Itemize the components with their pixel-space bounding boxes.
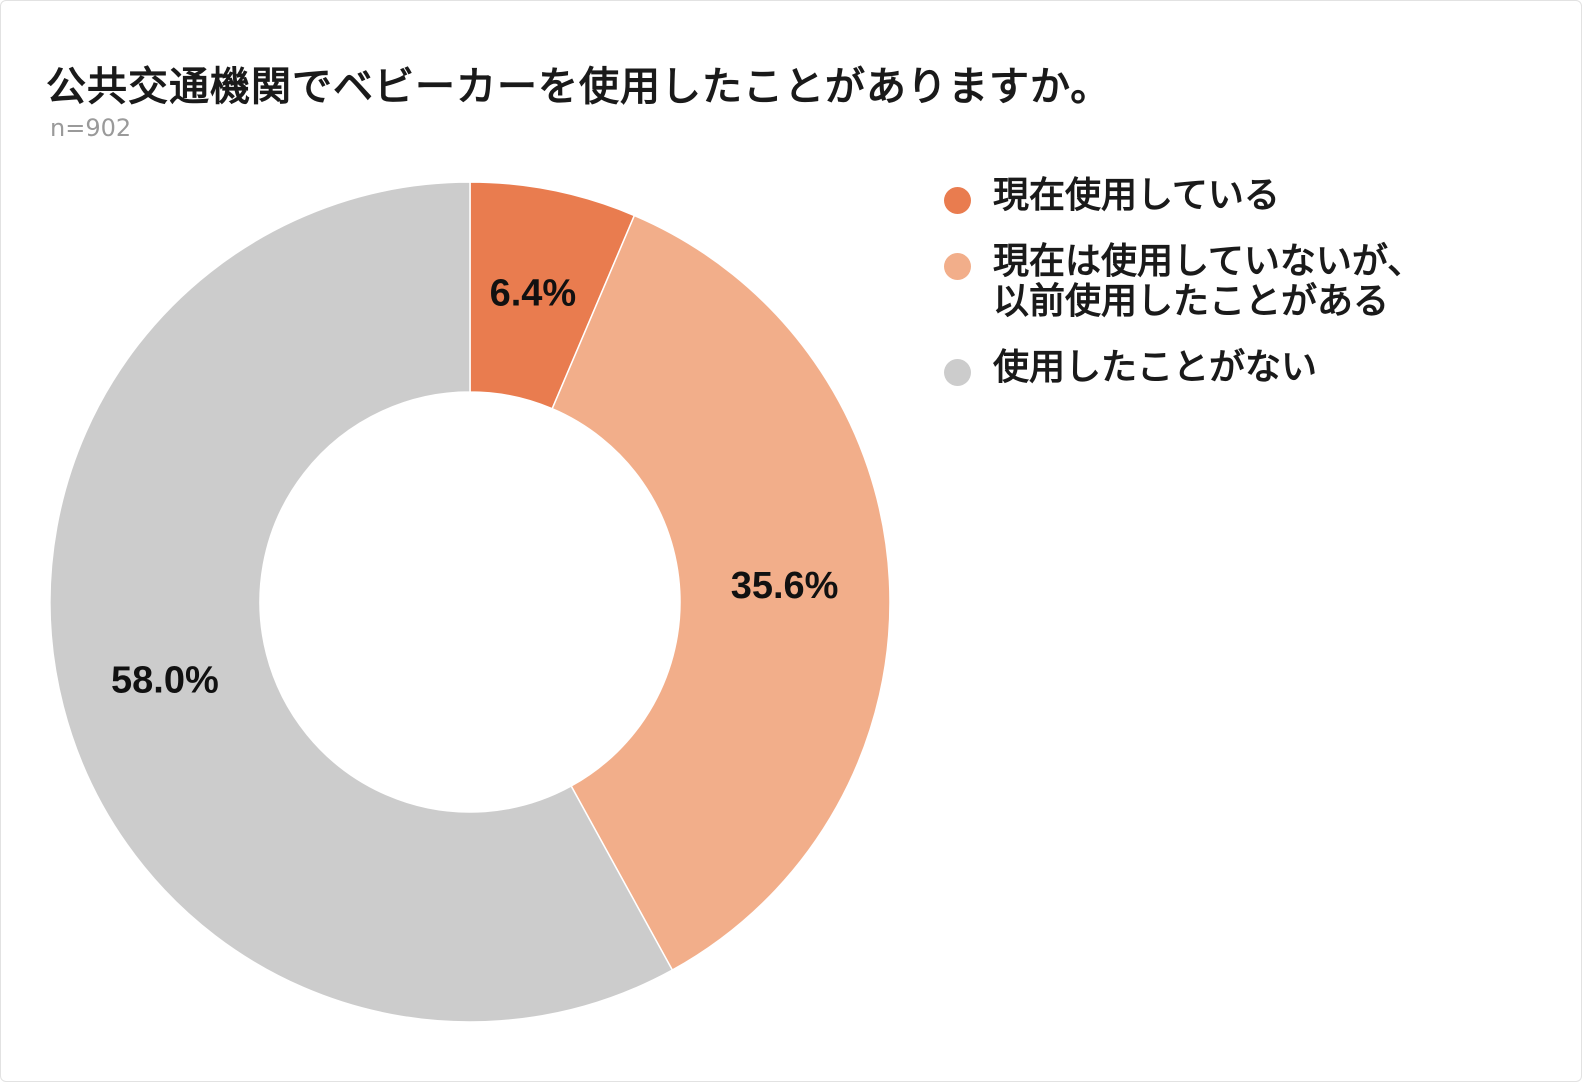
legend-label-previously-used: 現在は使用していないが、 以前使用したことがある [993, 241, 1424, 322]
chart-title: 公共交通機関でベビーカーを使用したことがありますか。 [46, 64, 1112, 110]
slice-never-used [49, 181, 674, 1023]
chart-legend: 現在使用している 現在は使用していないが、 以前使用したことがある 使用したこと… [944, 176, 1423, 414]
data-label-never-used: 58.0% [111, 659, 219, 701]
legend-item-never-used: 使用したことがない [944, 348, 1423, 388]
legend-swatch-previously-used [944, 253, 971, 280]
slice-previously-used [551, 214, 891, 972]
legend-label-currently-using: 現在使用している [993, 175, 1280, 216]
data-label-currently-using: 6.4% [490, 272, 577, 314]
legend-swatch-never-used [944, 359, 971, 386]
legend-label-never-used: 使用したことがない [993, 347, 1318, 388]
legend-swatch-currently-using [944, 187, 971, 214]
legend-item-previously-used: 現在は使用していないが、 以前使用したことがある [944, 242, 1423, 322]
data-label-previously-used: 35.6% [731, 565, 839, 607]
sample-size-label: n=902 [50, 114, 132, 142]
legend-item-currently-using: 現在使用している [944, 176, 1423, 216]
